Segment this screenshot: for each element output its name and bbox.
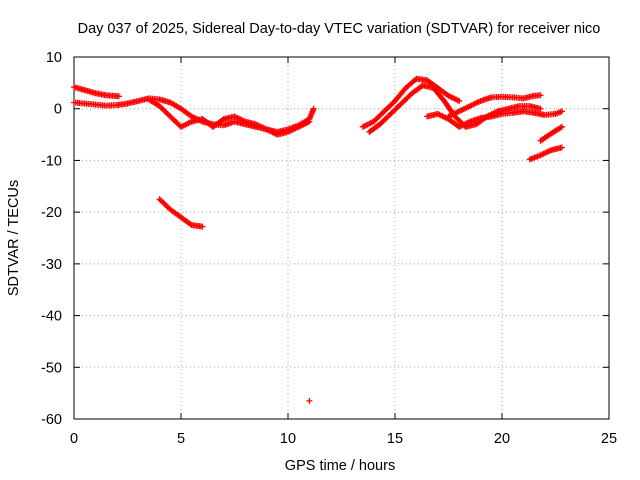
data-point (558, 123, 565, 130)
series-s4 (156, 196, 206, 230)
y-tick-label: -20 (41, 205, 62, 221)
x-tick-label: 5 (177, 431, 185, 447)
series-s7 (366, 82, 544, 135)
series-s10 (526, 144, 565, 163)
x-tick-label: 25 (601, 431, 617, 447)
y-tick-label: -10 (41, 153, 62, 169)
y-tick-label: 10 (46, 50, 62, 66)
data-point (187, 221, 194, 228)
x-axis-label: GPS time / hours (285, 458, 395, 474)
x-tick-label: 10 (280, 431, 296, 447)
series-s5 (306, 397, 313, 404)
y-tick-label: 0 (54, 102, 62, 118)
data-point (456, 97, 463, 104)
data-point (306, 397, 313, 404)
data-point (537, 105, 544, 112)
data-point (306, 118, 313, 125)
data-point (558, 108, 565, 115)
data-point (199, 223, 206, 230)
series-s3 (145, 96, 313, 138)
series-s8 (424, 108, 565, 130)
y-tick-label: -60 (41, 412, 62, 428)
data-point (537, 92, 544, 99)
plot-frame (73, 56, 610, 420)
chart-title: Day 037 of 2025, Sidereal Day-to-day VTE… (78, 21, 601, 37)
data-point (219, 117, 226, 124)
x-tick-label: 20 (494, 431, 510, 447)
x-tick-label: 0 (70, 431, 78, 447)
grid (74, 57, 609, 419)
axis-ticks: 0 5 10 15 20 25 10 0 -10 -20 -30 -40 -50 -60 (41, 50, 617, 447)
x-tick-label: 15 (387, 431, 403, 447)
y-axis-label: SDTVAR / TECUs (6, 180, 22, 296)
series-s6 (359, 75, 463, 130)
data-point (310, 105, 317, 112)
data-point (558, 144, 565, 151)
series-s2 (71, 95, 317, 135)
y-tick-label: -30 (41, 257, 62, 273)
series-s11 (537, 123, 565, 144)
y-tick-label: -50 (41, 360, 62, 376)
data-point (557, 124, 564, 131)
data-point (115, 93, 122, 100)
data-points (71, 75, 565, 404)
series-s9 (445, 92, 544, 120)
data-point (412, 76, 419, 83)
series-s1 (71, 83, 122, 100)
y-tick-label: -40 (41, 309, 62, 325)
